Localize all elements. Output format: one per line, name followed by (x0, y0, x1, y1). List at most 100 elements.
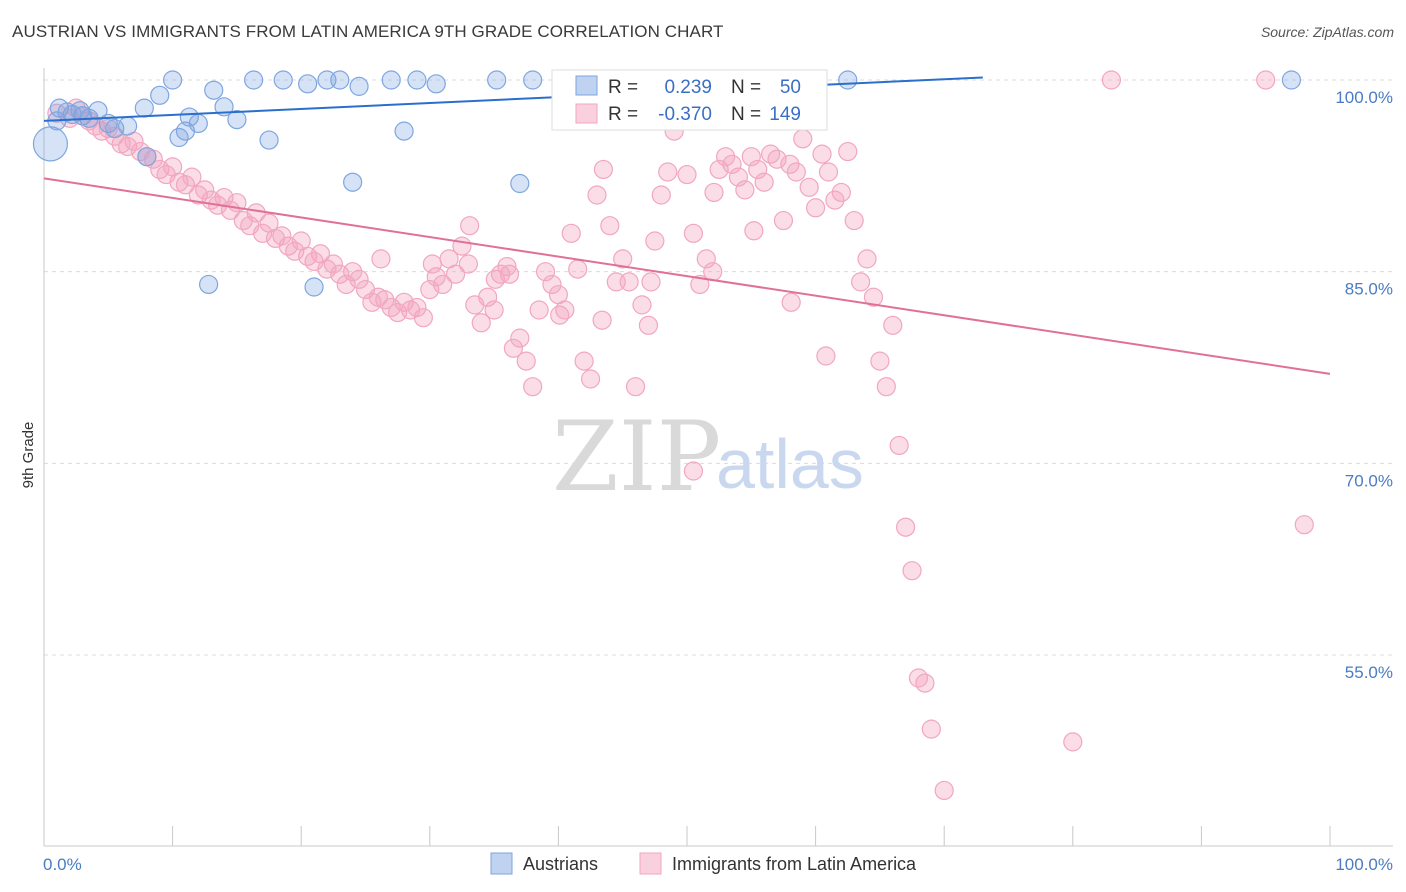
bottom-legend-swatch-latin-america (639, 852, 662, 875)
austrians-point-48 (1281, 70, 1302, 90)
y-tick-label-0: 100.0% (1335, 88, 1393, 107)
latin-america-point-90 (632, 295, 652, 315)
latin-america-point-101 (703, 262, 723, 282)
austrians-point-43 (838, 70, 858, 90)
austrians-point-18 (204, 80, 224, 100)
latin-america-point-118 (812, 144, 832, 164)
austrians-point-23 (273, 70, 293, 90)
latin-america-point-80 (568, 259, 588, 279)
latin-america-point-82 (580, 369, 601, 389)
latin-america-point-134 (915, 673, 935, 693)
trend-line-austrians (43, 76, 983, 122)
latin-america-point-35 (278, 236, 298, 256)
austrians-point-26 (330, 70, 350, 90)
austrians-point-10 (117, 116, 138, 136)
austrians-point-22 (259, 130, 279, 150)
latin-america-point-131 (896, 517, 916, 537)
austrians-point-21 (244, 70, 264, 90)
legend-n-label-2: N = (731, 104, 761, 125)
latin-america-point-76 (542, 274, 562, 295)
latin-america-point-78 (555, 300, 575, 320)
latin-america-point-0 (47, 103, 67, 123)
latin-america-point-45 (343, 262, 363, 282)
x-tick-label-max: 100.0% (1335, 855, 1393, 874)
latin-america-point-73 (523, 377, 543, 397)
latin-america-point-85 (600, 216, 620, 236)
latin-america-point-20 (182, 167, 202, 187)
latin-america-point-119 (818, 162, 839, 182)
latin-america-point-7 (98, 118, 118, 139)
latin-america-point-149 (781, 292, 801, 312)
watermark-atlas: atlas (716, 425, 864, 503)
latin-america-point-10 (117, 136, 138, 157)
latin-america-point-146 (485, 269, 505, 289)
latin-america-point-83 (587, 185, 607, 205)
austrians-point-28 (349, 76, 369, 96)
latin-america-point-99 (690, 274, 710, 295)
latin-america-point-147 (641, 272, 661, 292)
latin-america-point-50 (375, 290, 395, 310)
y-tick-label-2: 70.0% (1345, 471, 1393, 490)
latin-america-point-140 (1294, 515, 1314, 535)
watermark-zip: ZIP (552, 401, 721, 513)
austrians-point-19 (214, 97, 234, 117)
legend-n-value-2: 149 (769, 104, 801, 125)
austrians-point-12 (150, 85, 170, 105)
legend-n-label-1: N = (731, 77, 761, 98)
latin-america-point-136 (934, 780, 954, 801)
latin-america-point-139 (1256, 70, 1276, 90)
legend-r-value-2: -0.370 (658, 104, 712, 125)
latin-america-point-103 (715, 147, 736, 167)
latin-america-point-31 (253, 223, 273, 243)
latin-america-point-41 (317, 259, 337, 279)
legend-r-label-1: R = (608, 77, 638, 98)
y-axis-title: 9th Grade (20, 422, 37, 489)
latin-america-point-121 (831, 182, 851, 203)
latin-america-point-130 (889, 435, 909, 456)
source-label: Source: ZipAtlas.com (1260, 24, 1394, 40)
latin-america-point-116 (799, 177, 819, 197)
latin-america-point-122 (838, 141, 858, 162)
austrians-point-20 (227, 110, 247, 130)
latin-america-point-152 (371, 249, 391, 269)
latin-america-point-148 (422, 254, 442, 274)
legend-box-frame (551, 69, 828, 131)
latin-america-point-89 (625, 377, 646, 397)
latin-america-point-114 (786, 162, 806, 182)
latin-america-point-70 (503, 338, 523, 358)
latin-america-point-67 (484, 300, 504, 320)
latin-america-point-79 (561, 223, 581, 243)
legend-swatch-austrians (575, 75, 598, 96)
latin-america-point-93 (651, 185, 671, 205)
latin-america-point-129 (883, 315, 903, 335)
y-tick-label-3: 55.0% (1345, 663, 1393, 682)
latin-america-point-19 (175, 175, 196, 195)
latin-america-point-150 (550, 305, 570, 325)
latin-america-point-112 (773, 210, 794, 231)
latin-america-point-62 (452, 236, 472, 256)
latin-america-point-143 (592, 310, 612, 330)
austrians-point-13 (163, 70, 183, 90)
latin-america-point-71 (510, 328, 530, 348)
latin-america-point-72 (516, 351, 536, 371)
austrians-point-30 (394, 121, 414, 141)
latin-america-point-125 (857, 249, 877, 269)
bottom-legend-label-latin-america: Immigrants from Latin America (672, 854, 917, 874)
austrians-point-31 (407, 70, 427, 90)
latin-america-point-53 (394, 292, 414, 312)
y-tick-labels: 100.0% 85.0% 70.0% 55.0% (1335, 88, 1393, 682)
series-latin-america-points (47, 70, 1314, 801)
latin-america-point-132 (902, 561, 922, 581)
latin-america-point-74 (529, 300, 549, 320)
latin-america-point-144 (816, 346, 836, 366)
chart-title: AUSTRIAN VS IMMIGRANTS FROM LATIN AMERIC… (12, 22, 724, 41)
latin-america-point-65 (471, 313, 491, 333)
legend-n-value-1: 50 (780, 77, 801, 98)
latin-america-point-59 (433, 274, 453, 295)
latin-america-point-55 (407, 297, 427, 318)
latin-america-point-88 (619, 272, 639, 292)
latin-america-point-84 (593, 159, 614, 180)
latin-america-point-61 (445, 264, 466, 284)
latin-america-point-56 (413, 308, 433, 328)
latin-america-point-91 (638, 315, 659, 335)
